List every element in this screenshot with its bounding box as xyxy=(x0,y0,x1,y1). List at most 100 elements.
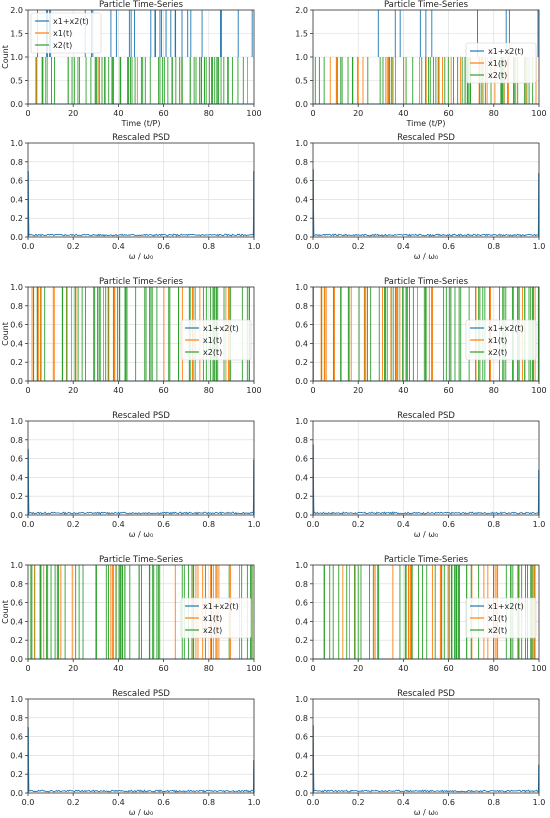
y-tick-label: 0.2 xyxy=(295,770,308,779)
x-tick-label: 0 xyxy=(25,109,30,118)
axes-frame xyxy=(312,420,540,516)
legend-box xyxy=(465,42,537,84)
legend-box xyxy=(180,597,252,639)
y-tick-label: 0.6 xyxy=(295,177,308,186)
x-tick-label: 0.0 xyxy=(22,798,35,807)
panel-rescaled-psd: 0.0 0.2 0.4 0.6 0.8 1.0 0.0 0.2 0.4 0.6 0.8 1.0 Resc… xyxy=(295,689,545,817)
x-tick-label: 60 xyxy=(444,109,454,118)
y-tick-label: 1.5 xyxy=(10,30,23,39)
y-tick-label: 1.0 xyxy=(295,53,308,62)
y-tick-label: 0.0 xyxy=(295,233,308,242)
y-tick-label: 0.6 xyxy=(295,321,308,330)
legend-label: x1(t) xyxy=(203,614,222,623)
legend-box xyxy=(180,319,252,361)
y-tick-label: 1.0 xyxy=(295,695,308,704)
x-tick-label: 0.6 xyxy=(157,242,170,251)
y-tick-label: 0.4 xyxy=(295,339,308,348)
chart-title: Particle Time-Series xyxy=(384,277,469,287)
legend-label: x2(t) xyxy=(203,626,222,635)
legend: x1+x2(t) x1(t) x2(t) xyxy=(180,597,252,639)
axes-frame xyxy=(27,420,255,516)
panel-time-series: 0.0 0.5 1.0 1.5 2.0 0 20 40 60 80 100 Particle Time… xyxy=(1,0,262,128)
y-tick-label: 0.0 xyxy=(10,100,23,109)
x-tick-label: 0.6 xyxy=(442,520,455,529)
x-tick-label: 0.4 xyxy=(397,242,410,251)
y-tick-label: 0.4 xyxy=(10,751,23,760)
chart-title: Rescaled PSD xyxy=(397,133,455,143)
x-axis-label: ω / ω₀ xyxy=(129,530,153,539)
y-tick-label: 1.0 xyxy=(10,695,23,704)
chart-title: Particle Time-Series xyxy=(384,555,469,565)
legend-box xyxy=(465,597,537,639)
x-tick-label: 60 xyxy=(159,109,169,118)
x-tick-label: 100 xyxy=(531,386,546,395)
y-tick-label: 2.0 xyxy=(10,6,23,15)
x-tick-label: 20 xyxy=(353,109,363,118)
panel-rescaled-psd: 0.0 0.2 0.4 0.6 0.8 1.0 0.0 0.2 0.4 0.6 0.8 1.0 Resc… xyxy=(10,133,260,261)
panel-rescaled-psd: 0.0 0.2 0.4 0.6 0.8 1.0 0.0 0.2 0.4 0.6 0.8 1.0 Resc… xyxy=(295,133,545,261)
x-tick-label: 0 xyxy=(310,664,315,673)
y-tick-label: 1.0 xyxy=(10,283,23,292)
x-axis-label: ω / ω₀ xyxy=(414,530,438,539)
x-tick-label: 0.0 xyxy=(307,520,320,529)
y-tick-label: 1.0 xyxy=(295,561,308,570)
psd-line xyxy=(312,725,540,793)
y-tick-label: 1.0 xyxy=(10,561,23,570)
legend-label: x2(t) xyxy=(488,71,507,80)
y-tick-label: 1.0 xyxy=(10,139,23,148)
x-tick-label: 40 xyxy=(398,386,408,395)
x-tick-label: 40 xyxy=(398,109,408,118)
x-tick-label: 0 xyxy=(310,386,315,395)
x-tick-label: 20 xyxy=(68,664,78,673)
chart-title: Particle Time-Series xyxy=(99,277,184,287)
x-tick-label: 0.0 xyxy=(307,242,320,251)
chart-title: Rescaled PSD xyxy=(397,689,455,699)
y-tick-label: 0.0 xyxy=(295,377,308,386)
legend-label: x1(t) xyxy=(203,336,222,345)
y-tick-label: 0.6 xyxy=(10,455,23,464)
x-tick-label: 60 xyxy=(159,664,169,673)
legend-label: x1+x2(t) xyxy=(488,324,524,333)
x-tick-label: 0.8 xyxy=(487,242,500,251)
y-tick-label: 0.2 xyxy=(295,492,308,501)
y-tick-label: 0.2 xyxy=(10,214,23,223)
panel-time-series: 0.0 0.2 0.4 0.6 0.8 1.0 0 20 40 60 80 100 Particle T… xyxy=(295,277,546,395)
y-tick-label: 0.6 xyxy=(295,455,308,464)
x-tick-label: 1.0 xyxy=(533,242,546,251)
x-tick-label: 0.4 xyxy=(112,242,125,251)
x-tick-label: 0.2 xyxy=(352,520,365,529)
y-tick-label: 0.6 xyxy=(10,599,23,608)
y-tick-label: 0.6 xyxy=(10,321,23,330)
x-tick-label: 0.6 xyxy=(442,798,455,807)
chart-title: Particle Time-Series xyxy=(99,555,184,565)
psd-line xyxy=(27,171,255,237)
legend-label: x2(t) xyxy=(488,348,507,357)
legend-label: x1+x2(t) xyxy=(203,602,239,611)
legend-label: x1+x2(t) xyxy=(203,324,239,333)
y-tick-label: 0.4 xyxy=(10,473,23,482)
x-tick-label: 0.2 xyxy=(67,798,80,807)
legend-box xyxy=(465,319,537,361)
y-tick-label: 0.0 xyxy=(295,100,308,109)
x-tick-label: 40 xyxy=(113,109,123,118)
x-tick-label: 0.8 xyxy=(202,798,215,807)
legend-label: x2(t) xyxy=(203,348,222,357)
legend-label: x1(t) xyxy=(488,614,507,623)
y-tick-label: 0.4 xyxy=(10,339,23,348)
y-tick-label: 0.8 xyxy=(295,436,308,445)
y-tick-label: 2.0 xyxy=(295,6,308,15)
x-tick-label: 1.0 xyxy=(248,798,261,807)
y-tick-label: 0.0 xyxy=(295,655,308,664)
x-tick-label: 1.0 xyxy=(533,520,546,529)
legend: x1+x2(t) x1(t) x2(t) xyxy=(465,42,537,84)
y-tick-label: 0.4 xyxy=(295,195,308,204)
y-tick-label: 0.2 xyxy=(10,770,23,779)
x-tick-label: 0.2 xyxy=(352,798,365,807)
y-tick-label: 0.8 xyxy=(10,158,23,167)
y-tick-label: 0.8 xyxy=(295,580,308,589)
panel-rescaled-psd: 0.0 0.2 0.4 0.6 0.8 1.0 0.0 0.2 0.4 0.6 0.8 1.0 Resc… xyxy=(10,689,260,817)
y-tick-label: 0.8 xyxy=(10,302,23,311)
y-tick-label: 0.6 xyxy=(10,177,23,186)
x-axis-label: ω / ω₀ xyxy=(414,252,438,261)
panel-time-series: 0.0 0.2 0.4 0.6 0.8 1.0 0 20 40 60 80 100 Particle T… xyxy=(295,555,546,673)
